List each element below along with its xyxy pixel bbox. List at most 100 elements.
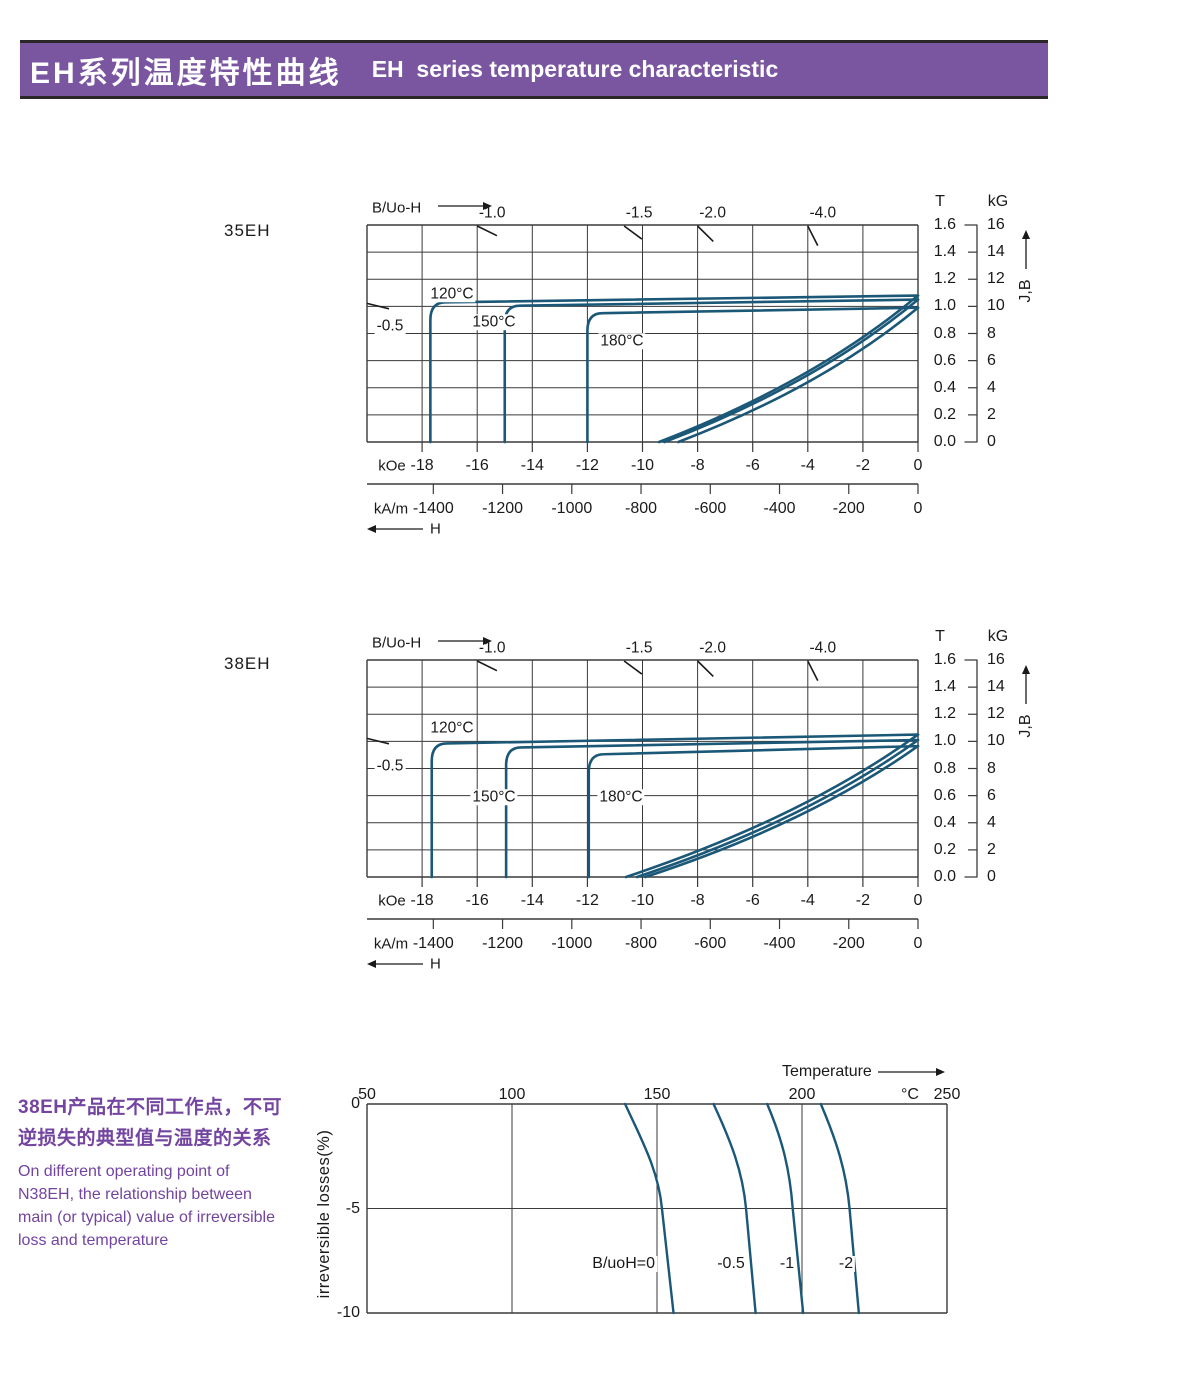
koe-tick-label: -2	[855, 457, 871, 474]
koe-tick-label: 0	[913, 457, 923, 474]
t-tick-label: 1.0	[933, 732, 956, 750]
page-title-english: EH series temperature characteristic	[371, 56, 779, 82]
kam-tick-label: -1200	[482, 500, 524, 517]
kam-tick-label: -200	[832, 935, 865, 952]
t-tick-label: 1.6	[933, 651, 956, 668]
loss-curve-label-2: -2	[836, 1255, 856, 1272]
kam-tick-label: -600	[694, 935, 727, 952]
kam-tick-label: -800	[625, 935, 658, 952]
temp-label: 180°C	[597, 788, 645, 806]
koe-tick-label: -12	[575, 892, 599, 909]
note-chinese: 38EH产品在不同工作点，不可 逆损失的典型值与温度的关系	[18, 1097, 283, 1149]
koe-tick-label: -10	[630, 892, 655, 909]
kam-tick-label: -1400	[412, 935, 454, 952]
kg-axis-header: kG	[987, 193, 1009, 210]
kg-tick-label: 12	[987, 270, 1005, 288]
kam-tick-label: -600	[694, 500, 727, 517]
kg-tick-label: 8	[987, 324, 996, 342]
koe-tick-label: -14	[520, 457, 544, 474]
kam-tick-label: 0	[913, 500, 923, 517]
load-line-label: -1.0	[478, 639, 506, 657]
t-tick-label: 1.0	[933, 297, 956, 315]
loss-curve-label-buoh0: B/uoH=0	[590, 1255, 657, 1272]
koe-tick-label: -4	[800, 892, 815, 909]
loss-x-tick-label: 200	[788, 1086, 816, 1103]
chart-title-35eh: 35EH	[224, 221, 271, 240]
kam-tick-label: -1200	[482, 935, 524, 952]
loss-x-tick-label: 150	[643, 1086, 671, 1103]
b-uo-h-label: B/Uo-H	[372, 634, 422, 652]
b-uo-h-label: B/Uo-H	[372, 199, 422, 217]
temp-label: 180°C	[598, 332, 646, 350]
t-tick-label: 0.0	[933, 433, 956, 450]
koe-tick-label: -14	[520, 892, 544, 909]
koe-tick-label: -8	[690, 457, 705, 474]
kam-unit-label: kA/m	[373, 935, 409, 953]
kg-tick-label: 4	[987, 813, 996, 831]
temp-label: 150°C	[470, 788, 518, 806]
jb-axis-label: J,B	[1017, 714, 1034, 738]
note-english: On different operating point of N38EH, t…	[18, 1163, 275, 1249]
kg-tick-label: 2	[987, 840, 996, 858]
koe-unit-label: kOe	[378, 892, 406, 910]
koe-tick-label: -6	[745, 892, 760, 909]
kg-tick-label: 0	[987, 433, 996, 450]
t-tick-label: 1.2	[933, 270, 956, 288]
koe-tick-label: -2	[855, 892, 871, 909]
jb-axis-label: J,B	[1017, 279, 1034, 303]
kam-tick-label: -1400	[412, 500, 454, 517]
kam-tick-label: -200	[832, 500, 865, 517]
load-line-label: -1.5	[625, 639, 653, 657]
t-tick-label: 0.4	[933, 378, 956, 396]
kg-tick-label: 14	[987, 243, 1005, 261]
h-axis-label: H	[430, 955, 441, 973]
loss-y-tick-label: -5	[345, 1199, 360, 1217]
kam-tick-label: -800	[625, 500, 658, 517]
load-line-label: -4.0	[809, 204, 837, 222]
loss-x-tick-label: 100	[498, 1086, 526, 1103]
kg-tick-label: 16	[987, 651, 1005, 668]
koe-unit-label: kOe	[378, 457, 406, 475]
t-tick-label: 1.6	[933, 216, 956, 233]
t-tick-label: 0.6	[933, 351, 956, 369]
koe-tick-label: -4	[800, 457, 815, 474]
kg-tick-label: 0	[987, 868, 996, 885]
kg-tick-label: 4	[987, 378, 996, 396]
kg-tick-label: 2	[987, 405, 996, 423]
load-line-label: -2.0	[699, 639, 726, 657]
t-axis-header: T	[935, 628, 945, 645]
kg-tick-label: 12	[987, 705, 1005, 723]
koe-tick-label: -8	[690, 892, 705, 909]
kg-tick-label: 6	[987, 351, 996, 369]
loss-x-axis-title: Temperature	[782, 1063, 872, 1080]
load-line-label: -2.0	[699, 204, 726, 222]
kg-axis-header: kG	[987, 628, 1009, 645]
load-line-label: -0.5	[374, 757, 406, 775]
t-tick-label: 1.4	[933, 243, 956, 261]
t-tick-label: 0.4	[933, 813, 956, 831]
loss-x-tick-label: 50	[358, 1086, 376, 1103]
kam-tick-label: -400	[763, 500, 796, 517]
t-tick-label: 1.2	[933, 705, 956, 723]
loss-y-tick-label: 0	[351, 1095, 360, 1112]
temp-label: 120°C	[428, 719, 476, 737]
loss-curve-label-05: -0.5	[715, 1255, 747, 1272]
loss-curve-label-1: -1	[777, 1255, 797, 1272]
kam-tick-label: -1000	[551, 500, 593, 517]
kam-tick-label: -1000	[551, 935, 593, 952]
loss-y-axis-title: irreversible losses(%)	[314, 1129, 333, 1299]
temp-label: 150°C	[470, 313, 518, 331]
loss-x-tick-label: 250	[933, 1086, 961, 1103]
load-line-label: -1.0	[478, 204, 506, 222]
koe-tick-label: -16	[465, 457, 489, 474]
t-tick-label: 0.2	[933, 405, 956, 423]
t-tick-label: 1.4	[933, 678, 956, 696]
loss-x-unit-label: °C	[901, 1086, 919, 1103]
koe-tick-label: -10	[630, 457, 655, 474]
temp-label: 120°C	[428, 285, 476, 303]
koe-tick-label: 0	[913, 892, 923, 909]
loss-y-tick-label: -10	[336, 1304, 360, 1321]
koe-tick-label: -18	[410, 457, 434, 474]
chart-title-38eh: 38EH	[224, 654, 271, 673]
koe-tick-label: -18	[410, 892, 434, 909]
